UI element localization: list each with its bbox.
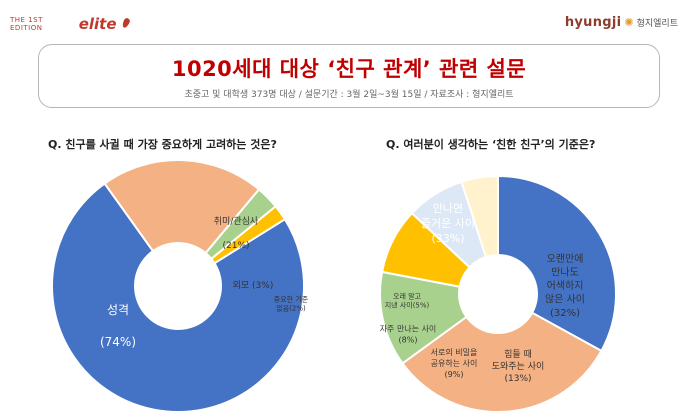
chart1-slice-label-3: 중요한 기준 없음(2%) xyxy=(274,294,309,312)
chart2-slice-label-2: 힘들 때 도와주는 사이 (13%) xyxy=(492,349,545,384)
chart2-slice-label-1: 오랜만에 만나도 어색하지 않은 사이 (32%) xyxy=(545,253,585,319)
hyungji-sun-icon: ✺ xyxy=(624,15,634,29)
hyungji-logo-text: hyungji xyxy=(564,14,622,30)
elite-logo-text: elite xyxy=(78,15,117,33)
title-box: 1020세대 대상 ‘친구 관계’ 관련 설문 초중고 및 대학생 373명 대… xyxy=(38,44,660,108)
chart2-question: Q. 여러분이 생각하는 ‘친한 친구’의 기준은? xyxy=(386,138,596,151)
chart1-slice-label-2: 외모 (3%) xyxy=(233,279,274,291)
chart2-slice-1 xyxy=(401,292,603,413)
elite-logo-small-text: THE 1ST EDITION xyxy=(10,16,43,32)
chart1-donut-hole xyxy=(134,242,222,330)
hyungji-logo: hyungji ✺ 형지엘리트 xyxy=(565,12,678,32)
chart2-donut-hole xyxy=(458,254,538,334)
chart1-slice-label-1: 취미/관심사 (21%) xyxy=(214,216,259,251)
chart1-slice-1 xyxy=(103,159,261,288)
chart1-question: Q. 친구를 사귈 때 가장 중요하게 고려하는 것은? xyxy=(48,138,277,151)
page-subtitle: 초중고 및 대학생 373명 대상 / 설문기간 : 3월 2일~3월 15일 … xyxy=(184,90,514,100)
chart2-slice-label-3: 서로의 비밀을 공유하는 사이 (9%) xyxy=(431,347,478,379)
chart1-slice-label-0: 성격 (74%) xyxy=(100,303,136,349)
elite-logo: THE 1ST EDITION elite xyxy=(10,14,130,34)
chart2-slice-label-0: 만나면 즐거운 사이 (33%) xyxy=(421,202,475,245)
chart2-slice-label-4: 자주 만나는 사이 (8%) xyxy=(380,324,437,345)
page-title: 1020세대 대상 ‘친구 관계’ 관련 설문 xyxy=(171,57,527,81)
chart2-slice-label-5: 오래 알고 지낸 사이(5%) xyxy=(385,291,430,309)
hyungji-logo-korean: 형지엘리트 xyxy=(636,18,678,29)
